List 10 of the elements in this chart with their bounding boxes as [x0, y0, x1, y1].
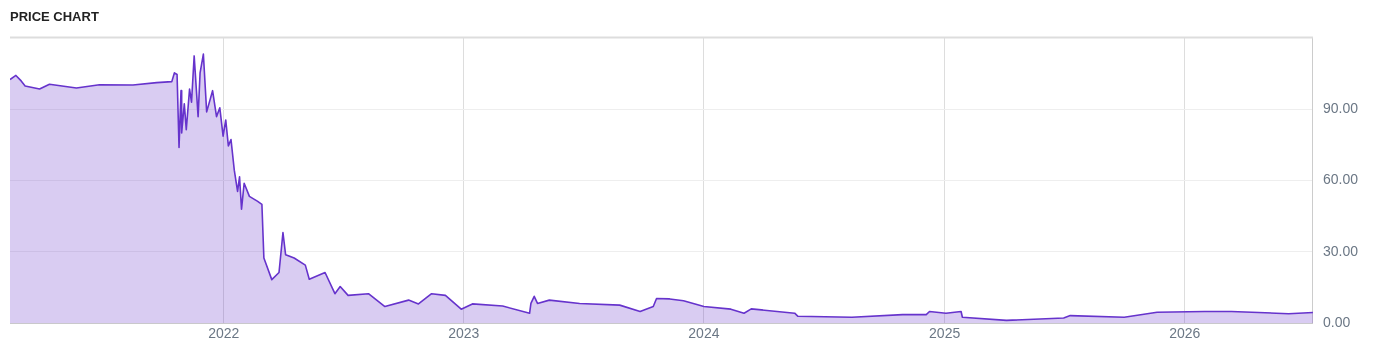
- chart-title: PRICE CHART: [10, 9, 99, 25]
- x-tick-label: 2026: [1169, 325, 1201, 342]
- y-tick-label: 30.00: [1322, 242, 1359, 259]
- x-tick-label: 2022: [208, 325, 240, 342]
- y-tick-label: 90.00: [1322, 99, 1359, 116]
- x-tick-label: 2023: [448, 325, 480, 342]
- x-tick-label: 2024: [688, 325, 720, 342]
- x-tick-label: 2025: [929, 325, 961, 342]
- y-tick-label: 60.00: [1322, 171, 1359, 188]
- y-tick-label: 0.00: [1322, 314, 1351, 331]
